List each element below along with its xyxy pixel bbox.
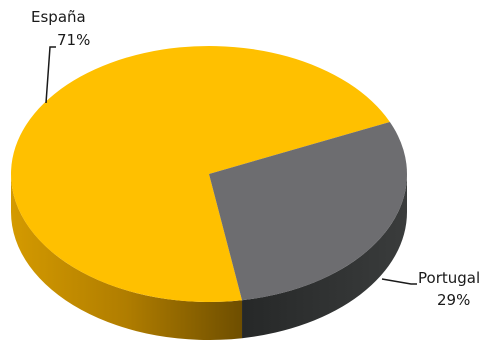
- leader-line-portugal: [381, 278, 417, 285]
- leader-line-espana: [45, 46, 56, 104]
- slice-portugal: [209, 121, 407, 301]
- label-espana-name: España: [31, 8, 86, 26]
- slice-side-espana: [11, 174, 243, 340]
- slice-espana: [10, 46, 390, 303]
- label-portugal-value: 29%: [437, 291, 470, 309]
- label-portugal-name: Portugal: [418, 269, 480, 287]
- label-espana-value: 71%: [57, 31, 90, 49]
- slice-side-portugal: [242, 174, 407, 339]
